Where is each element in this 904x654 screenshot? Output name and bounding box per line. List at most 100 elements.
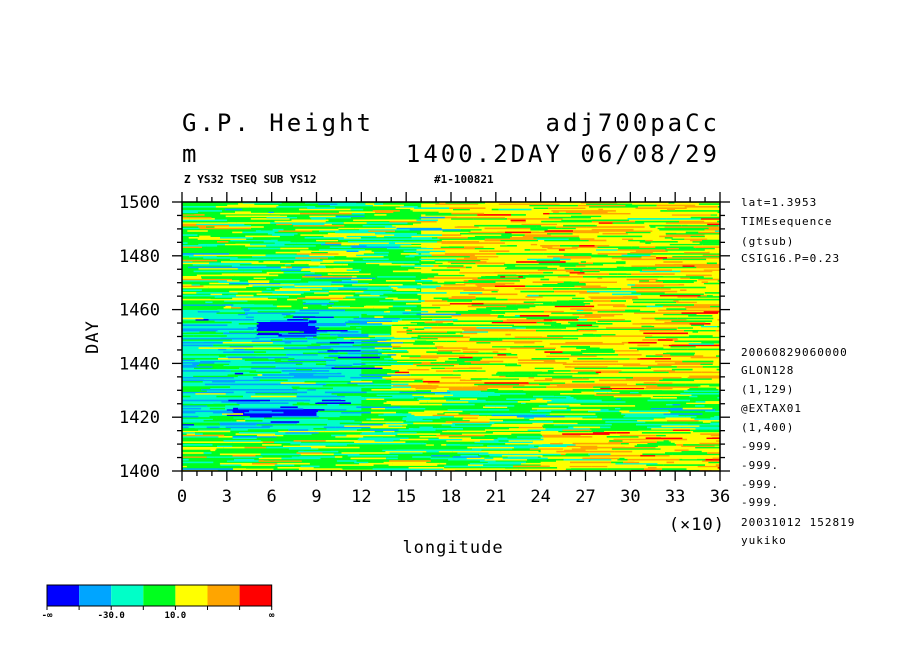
heatmap-cell bbox=[370, 261, 420, 263]
heatmap-cell bbox=[454, 226, 479, 228]
heatmap-cell bbox=[359, 228, 410, 231]
heatmap-cell bbox=[461, 433, 512, 435]
heatmap-cell bbox=[559, 418, 603, 421]
heatmap-cell bbox=[623, 415, 674, 418]
heatmap-cell bbox=[639, 241, 678, 243]
heatmap-cell bbox=[234, 274, 279, 277]
heatmap-cell bbox=[272, 234, 295, 236]
heatmap-cell bbox=[274, 242, 297, 244]
heatmap-cell bbox=[192, 263, 240, 266]
heatmap-cell bbox=[694, 304, 720, 306]
heatmap-cell bbox=[596, 249, 618, 251]
heatmap-cell bbox=[459, 271, 508, 274]
heatmap-cell bbox=[594, 394, 642, 396]
heatmap-cell bbox=[643, 332, 688, 335]
heatmap-cell bbox=[524, 206, 541, 208]
heatmap-cell bbox=[717, 467, 720, 469]
heatmap-cell bbox=[324, 430, 375, 433]
heatmap-cell bbox=[182, 332, 224, 335]
heatmap-cell bbox=[388, 254, 394, 257]
heatmap-cell bbox=[303, 401, 318, 403]
heatmap-cell bbox=[623, 461, 640, 464]
heatmap-cell bbox=[552, 263, 604, 266]
heatmap-cell bbox=[257, 374, 263, 376]
heatmap-cell bbox=[282, 436, 288, 438]
heatmap-cell bbox=[223, 332, 258, 335]
heatmap-cell bbox=[448, 297, 476, 300]
heatmap-cell bbox=[340, 398, 367, 400]
colorbar-swatch bbox=[239, 585, 272, 606]
heatmap-cell bbox=[518, 362, 567, 364]
heatmap-cell bbox=[328, 355, 341, 357]
heatmap-cell bbox=[551, 464, 570, 466]
heatmap-cell bbox=[182, 344, 214, 347]
heatmap-cell bbox=[284, 337, 308, 340]
heatmap-cell bbox=[542, 296, 589, 298]
info-line: -999. bbox=[741, 478, 779, 491]
heatmap-cell bbox=[602, 232, 628, 235]
heatmap-cell bbox=[367, 286, 392, 289]
heatmap-cell bbox=[338, 310, 384, 313]
heatmap-cell bbox=[317, 403, 328, 406]
heatmap-cell bbox=[356, 460, 390, 462]
heatmap-cell bbox=[233, 468, 274, 470]
heatmap-cell bbox=[290, 313, 343, 316]
heatmap-cell bbox=[438, 437, 472, 439]
heatmap-cell bbox=[225, 298, 277, 301]
heatmap-cell bbox=[484, 436, 517, 438]
heatmap-cell bbox=[455, 423, 492, 426]
heatmap-cell bbox=[502, 371, 554, 374]
heatmap-cell bbox=[346, 235, 377, 238]
heatmap-cell bbox=[543, 212, 550, 215]
heatmap-cell bbox=[327, 251, 375, 254]
heatmap-cell bbox=[412, 329, 464, 332]
heatmap-cell bbox=[548, 216, 591, 219]
heatmap-cell bbox=[693, 210, 720, 212]
heatmap-cell bbox=[634, 226, 645, 228]
heatmap-cell bbox=[350, 339, 387, 341]
heatmap-cell bbox=[310, 339, 351, 341]
heatmap-cell bbox=[621, 288, 671, 290]
heatmap-cell bbox=[308, 263, 343, 266]
heatmap-cell bbox=[289, 370, 330, 372]
heatmap-cell bbox=[354, 419, 406, 422]
heatmap-cell bbox=[571, 411, 622, 414]
heatmap-cell bbox=[219, 337, 260, 340]
heatmap-cell bbox=[594, 390, 612, 392]
heatmap-cell bbox=[315, 277, 343, 279]
heatmap-cell bbox=[703, 276, 720, 278]
heatmap-cell bbox=[693, 430, 720, 433]
heatmap-field bbox=[182, 202, 720, 471]
heatmap-cell bbox=[347, 352, 382, 355]
heatmap-cell bbox=[579, 203, 587, 205]
heatmap-cell bbox=[453, 415, 487, 418]
heatmap-cell bbox=[597, 320, 632, 322]
heatmap-cell bbox=[201, 277, 254, 279]
heatmap-cell bbox=[320, 202, 328, 204]
heatmap-cell bbox=[362, 224, 393, 227]
heatmap-cell bbox=[394, 234, 443, 236]
heatmap-cell bbox=[328, 337, 337, 340]
heatmap-cell bbox=[393, 271, 409, 274]
heatmap-cell bbox=[653, 433, 701, 435]
heatmap-cell bbox=[410, 444, 420, 446]
heatmap-cell bbox=[548, 207, 571, 209]
heatmap-cell bbox=[495, 406, 508, 408]
heatmap-cell bbox=[615, 349, 639, 352]
heatmap-cell bbox=[356, 276, 378, 278]
heatmap-cell bbox=[680, 277, 690, 279]
heatmap-cell bbox=[284, 347, 331, 349]
heatmap-cell bbox=[224, 208, 243, 211]
heatmap-cell bbox=[189, 255, 217, 258]
heatmap-cell bbox=[327, 202, 357, 204]
heatmap-cell bbox=[607, 391, 620, 394]
heatmap-cell bbox=[371, 465, 409, 468]
heatmap-cell bbox=[415, 387, 437, 390]
heatmap-cell bbox=[526, 317, 547, 320]
heatmap-cell bbox=[663, 281, 694, 283]
heatmap-cell bbox=[429, 347, 438, 349]
heatmap-cell bbox=[651, 401, 696, 403]
heatmap-cell bbox=[402, 418, 423, 421]
heatmap-cell bbox=[464, 246, 484, 248]
heatmap-cell bbox=[232, 436, 277, 438]
